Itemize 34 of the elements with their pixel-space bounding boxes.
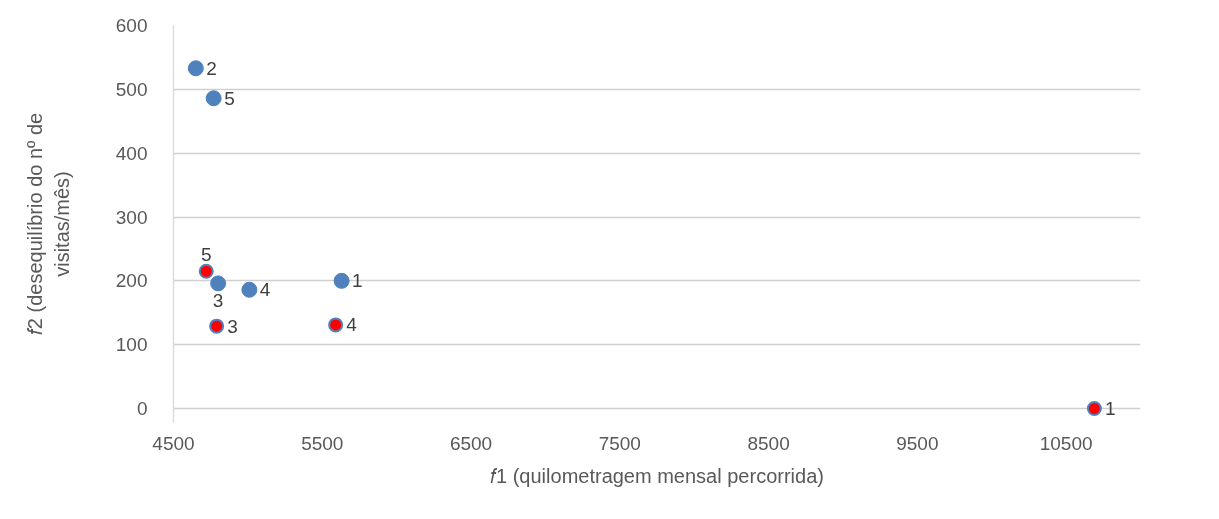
point [1086,401,1102,416]
x-tick-label: 7500 [598,432,641,454]
x-tick-label: 10500 [1039,432,1093,454]
x-tick-label: 8500 [747,432,790,454]
point [209,318,225,334]
annotation: 1 [352,270,363,292]
point [205,90,222,107]
x-axis-title: 𝑓1 (quilometragem mensal percorrida) [490,464,824,487]
y-tick-label: 400 [115,142,148,164]
x-tick-label: 5500 [301,432,344,454]
y-tick-label: 300 [115,206,148,228]
annotation: 1 [1104,398,1116,419]
x-tick-label: 9500 [896,432,939,454]
y-tick-label: 200 [115,270,148,292]
annotation: 3 [212,289,224,311]
y-tick-label: 0 [136,398,148,419]
point [210,275,227,292]
point [241,281,258,298]
point [198,263,214,279]
annotation: 5 [224,87,235,109]
point [328,317,344,333]
y-tick-label: 500 [115,78,148,100]
point [187,60,204,77]
annotation: 4 [259,279,271,301]
x-tick-label: 6500 [449,432,493,454]
x-tick-label: 4500 [152,432,195,454]
point [333,272,350,289]
y-tick-label: 100 [115,334,148,356]
annotation: 3 [227,315,238,337]
annotation: 5 [200,243,212,265]
annotation: 2 [206,57,217,79]
y-axis-title: 𝑓2 (desequilíbrio do nº de visitas/mês) [24,112,73,336]
y-tick-label: 600 [115,15,148,36]
annotation: 4 [346,314,358,336]
